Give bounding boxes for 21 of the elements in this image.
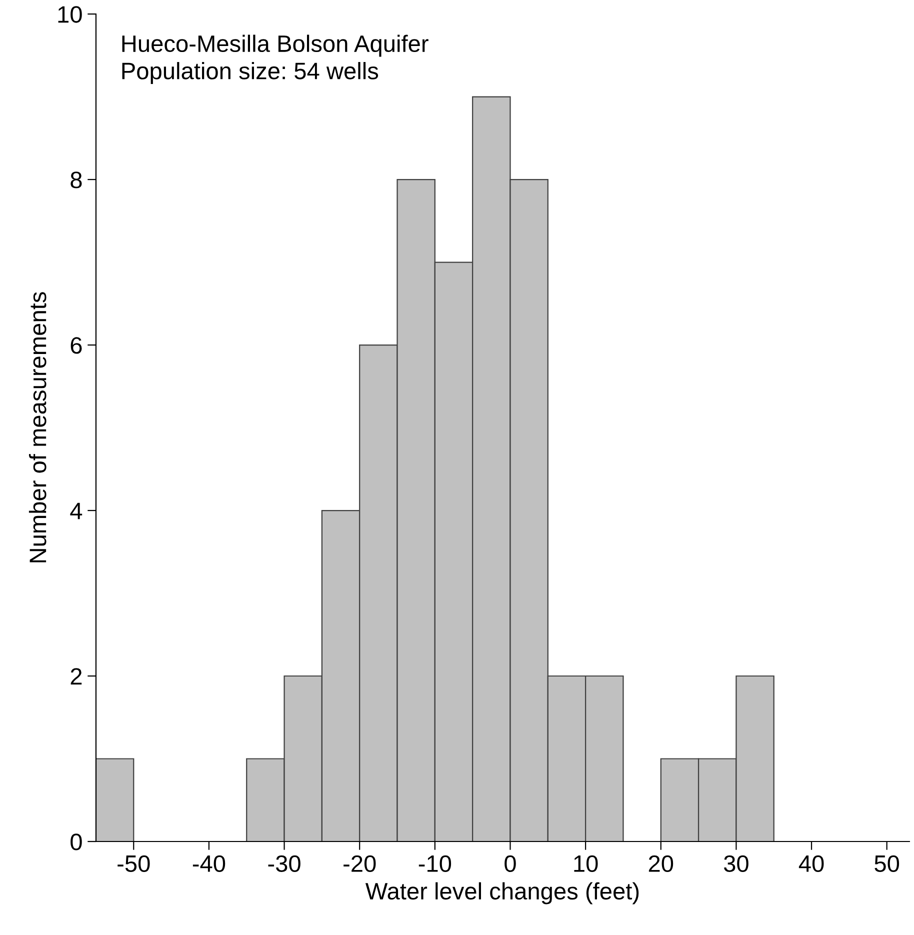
y-tick-label: 0 bbox=[70, 834, 82, 850]
x-axis-title: Water level changes (feet) bbox=[365, 882, 639, 904]
x-tick-label: -40 bbox=[192, 855, 226, 872]
x-tick-label: 10 bbox=[574, 855, 598, 872]
y-tick-label: 6 bbox=[70, 337, 82, 354]
x-tick-label: -20 bbox=[344, 855, 376, 872]
y-axis-title: Number of measurements bbox=[28, 292, 46, 562]
annotation: Hueco-Mesilla Bolson Aquifer bbox=[122, 34, 428, 57]
y-tick-label: 4 bbox=[70, 502, 82, 520]
y-tick-label: 10 bbox=[58, 6, 82, 23]
x-tick-label: -10 bbox=[418, 855, 452, 872]
x-tick-label: -50 bbox=[118, 855, 150, 872]
x-tick-label: 40 bbox=[798, 855, 824, 872]
x-tick-label: 30 bbox=[724, 855, 748, 872]
y-tick-label: 2 bbox=[70, 668, 82, 685]
x-tick-label: 50 bbox=[874, 855, 900, 872]
y-tick-label: 8 bbox=[70, 172, 82, 188]
x-tick-label: -30 bbox=[268, 855, 300, 872]
x-tick-label: 0 bbox=[504, 855, 516, 872]
annotation: Population size: 54 wells bbox=[122, 62, 378, 84]
x-tick-label: 20 bbox=[648, 855, 674, 872]
